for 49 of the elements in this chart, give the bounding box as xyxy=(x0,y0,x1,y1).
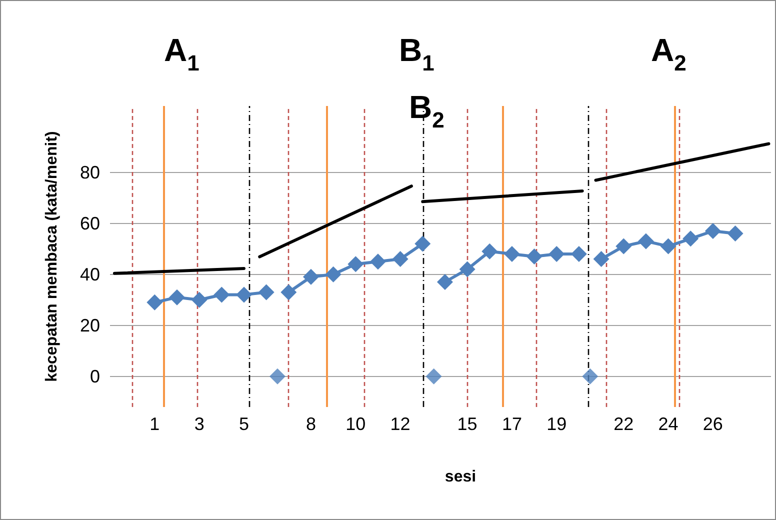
point xyxy=(258,284,274,300)
x-tick-label: 1 xyxy=(150,414,160,434)
x-tick-label: 17 xyxy=(502,414,522,434)
point xyxy=(727,226,744,242)
x-tick-label: 15 xyxy=(457,414,478,434)
point xyxy=(638,233,654,250)
point xyxy=(302,268,319,285)
y-tick-label: 20 xyxy=(80,315,100,336)
point xyxy=(392,251,408,268)
point xyxy=(370,254,386,270)
y-axis-title: kecepatan membaca (kata/menit) xyxy=(44,131,60,382)
point xyxy=(704,222,721,239)
x-tick-label: 10 xyxy=(346,414,366,434)
point xyxy=(482,243,498,260)
point xyxy=(426,368,442,384)
point xyxy=(236,286,252,303)
point xyxy=(548,246,565,262)
point xyxy=(191,292,208,308)
point xyxy=(269,368,286,384)
x-tick-label: 26 xyxy=(702,414,723,434)
y-tick-label: 60 xyxy=(80,213,100,234)
point xyxy=(168,289,185,306)
point xyxy=(348,256,364,272)
point xyxy=(146,294,163,310)
x-tick-label: 19 xyxy=(546,414,567,434)
point xyxy=(325,266,342,282)
point xyxy=(682,230,699,247)
point xyxy=(582,368,598,384)
point xyxy=(660,238,676,254)
point xyxy=(593,251,610,268)
point xyxy=(504,246,520,262)
point xyxy=(414,236,431,252)
point xyxy=(459,261,476,278)
y-tick-label: 40 xyxy=(80,264,100,284)
x-tick-label: 3 xyxy=(194,414,204,434)
x-axis-title: sesi xyxy=(444,468,476,486)
point xyxy=(616,238,632,254)
x-tick-label: 5 xyxy=(238,414,249,434)
x-tick-label: 22 xyxy=(614,414,634,434)
x-tick-label: 24 xyxy=(658,414,678,434)
point xyxy=(570,246,587,262)
x-tick-label: 8 xyxy=(306,414,316,434)
y-tick-label: 0 xyxy=(90,366,100,386)
point xyxy=(214,286,230,303)
point xyxy=(280,284,297,300)
point xyxy=(436,274,453,290)
y-tick-label: 80 xyxy=(80,162,100,182)
x-tick-label: 12 xyxy=(390,414,410,434)
point xyxy=(526,248,542,264)
